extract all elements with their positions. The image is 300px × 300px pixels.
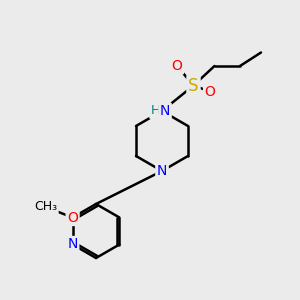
Text: O: O	[172, 59, 182, 73]
Text: N: N	[68, 238, 78, 251]
Text: O: O	[205, 85, 215, 98]
Text: H: H	[151, 104, 160, 118]
Text: S: S	[188, 76, 199, 94]
Text: CH₃: CH₃	[34, 200, 57, 214]
Text: N: N	[157, 164, 167, 178]
Text: N: N	[160, 104, 170, 118]
Text: O: O	[67, 211, 78, 224]
